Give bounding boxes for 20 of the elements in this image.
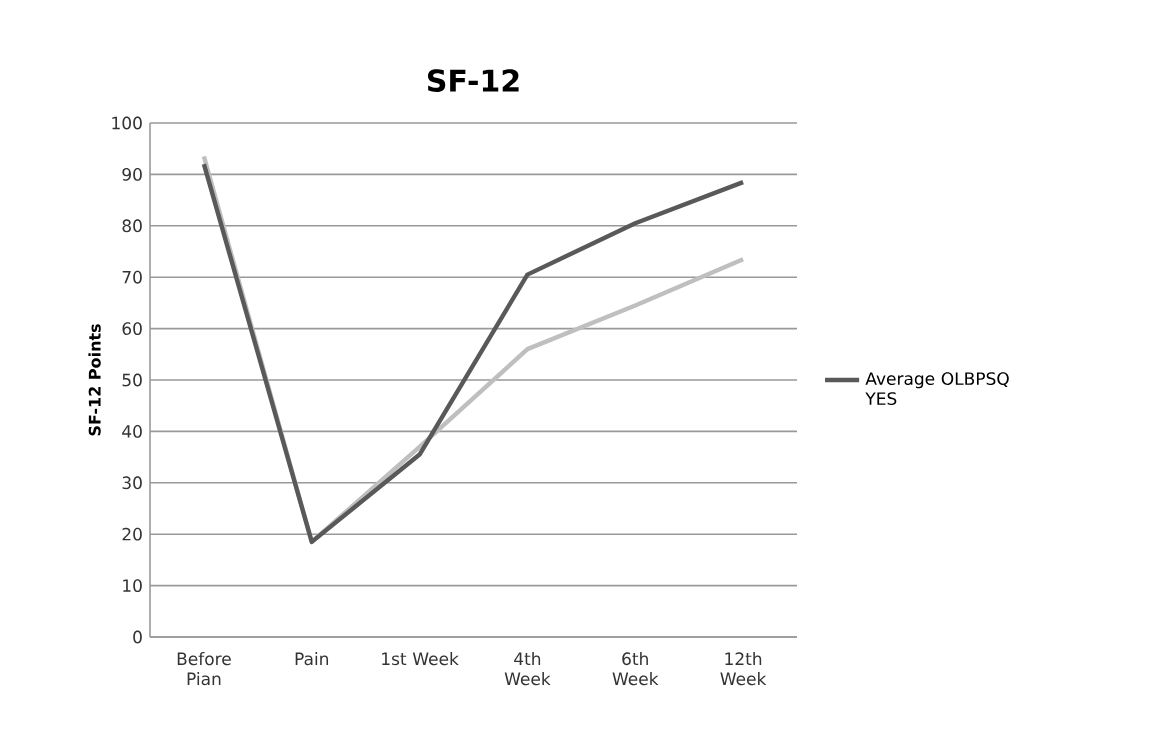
y-tick-label: 90 (122, 167, 142, 181)
y-tick-label: 80 (122, 219, 142, 233)
y-tick-label: 60 (122, 322, 142, 336)
legend-label: Average OLBPSQ YES (865, 372, 1009, 406)
x-tick-label: 6th Week (612, 652, 659, 686)
y-tick-label: 100 (112, 116, 142, 130)
y-tick-label: 50 (122, 373, 142, 387)
y-tick-label: 70 (122, 270, 142, 284)
y-tick-label: 40 (122, 424, 142, 438)
y-axis-title: SF-12 Points (88, 324, 101, 436)
y-tick-label: 0 (133, 630, 142, 644)
x-tick-label: 4th Week (504, 652, 551, 686)
x-tick-label: Before Pian (177, 652, 231, 686)
y-tick-label: 10 (123, 579, 142, 593)
y-tick-label: 20 (122, 527, 142, 541)
x-tick-label: 12th Week (720, 652, 767, 686)
chart-title: SF-12 (427, 69, 519, 92)
x-tick-label: Pain (295, 652, 329, 666)
y-tick-label: 30 (122, 476, 142, 490)
x-tick-label: 1st Week (382, 652, 459, 666)
